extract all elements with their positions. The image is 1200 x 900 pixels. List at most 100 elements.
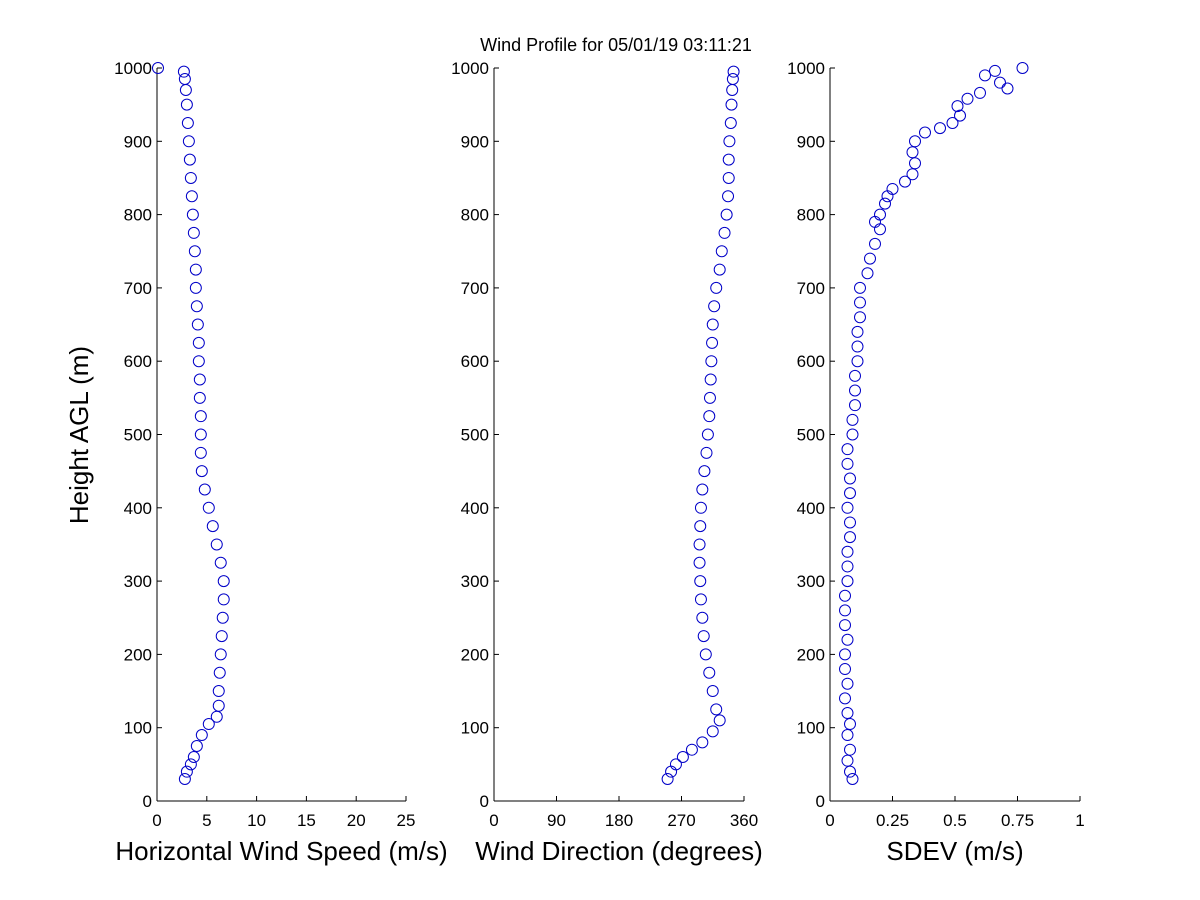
data-point xyxy=(676,751,689,764)
data-point xyxy=(696,736,709,749)
data-point xyxy=(954,109,966,122)
data-point xyxy=(213,666,226,679)
x-tick-label: 0.75 xyxy=(1001,811,1034,830)
y-tick-label: 700 xyxy=(797,279,825,298)
y-tick-label: 1000 xyxy=(787,59,825,78)
data-point xyxy=(713,714,726,727)
data-point xyxy=(177,65,190,78)
data-series xyxy=(661,65,740,786)
data-point xyxy=(190,300,203,313)
data-point xyxy=(185,190,198,203)
data-point xyxy=(192,336,205,349)
data-point xyxy=(844,531,856,544)
y-tick-label: 500 xyxy=(461,426,489,445)
data-point xyxy=(183,153,196,166)
data-point xyxy=(881,190,894,203)
data-point xyxy=(841,633,854,646)
y-tick-label: 800 xyxy=(124,206,152,225)
data-point xyxy=(195,729,208,742)
data-point xyxy=(841,545,854,558)
y-tick-label: 1000 xyxy=(451,59,489,78)
data-point xyxy=(701,428,714,441)
data-point xyxy=(198,483,211,496)
data-point xyxy=(187,751,200,764)
data-point xyxy=(974,86,986,99)
data-point xyxy=(844,743,856,756)
data-point xyxy=(194,410,207,423)
data-point xyxy=(851,340,864,353)
data-point xyxy=(206,520,219,533)
data-point xyxy=(919,126,931,139)
data-point xyxy=(886,182,899,195)
data-point xyxy=(718,226,731,239)
y-tick-label: 100 xyxy=(461,719,489,738)
data-point xyxy=(961,92,974,105)
data-point xyxy=(191,318,204,331)
data-series xyxy=(151,62,230,786)
data-series xyxy=(839,62,1029,786)
x-tick-label: 180 xyxy=(605,811,633,830)
data-point xyxy=(726,72,739,85)
data-point xyxy=(906,168,919,181)
data-point xyxy=(846,428,859,441)
data-point xyxy=(722,190,735,203)
data-point xyxy=(841,560,854,573)
x-tick-label: 15 xyxy=(297,811,316,830)
data-point xyxy=(854,311,866,324)
data-point xyxy=(1001,82,1014,95)
data-point xyxy=(841,707,854,720)
data-point xyxy=(699,648,712,661)
data-point xyxy=(193,373,206,386)
data-point xyxy=(215,630,228,643)
data-point xyxy=(839,619,851,632)
data-point xyxy=(869,237,881,250)
y-tick-label: 200 xyxy=(124,645,152,664)
data-point xyxy=(195,465,208,478)
y-tick-label: 200 xyxy=(461,645,489,664)
data-point xyxy=(214,556,227,569)
x-tick-label: 10 xyxy=(247,811,266,830)
x-tick-label: 25 xyxy=(397,811,416,830)
data-point xyxy=(696,611,709,624)
x-tick-label: 0 xyxy=(152,811,161,830)
data-point xyxy=(874,223,886,236)
data-point xyxy=(851,325,864,338)
data-point xyxy=(839,604,851,617)
data-point xyxy=(841,457,854,470)
y-tick-label: 800 xyxy=(797,206,825,225)
data-point xyxy=(210,538,223,551)
y-tick-label: 900 xyxy=(124,132,152,151)
panel-2: 0 100 200 300 400 500 600 700 800 900 1000 0 90 180 27… xyxy=(451,59,763,866)
data-point xyxy=(846,773,859,786)
data-point xyxy=(722,171,735,184)
data-point xyxy=(844,765,856,778)
data-point xyxy=(879,197,891,210)
data-point xyxy=(979,69,991,82)
data-point xyxy=(710,281,723,294)
data-point xyxy=(909,135,921,148)
y-tick-label: 900 xyxy=(461,132,489,151)
data-point xyxy=(727,65,740,78)
y-tick-label: 600 xyxy=(124,352,152,371)
data-point xyxy=(909,157,921,170)
chart-title: Wind Profile for 05/01/19 03:11:21 xyxy=(480,35,752,55)
data-point xyxy=(839,692,851,705)
data-point xyxy=(713,263,726,276)
data-point xyxy=(217,575,230,588)
data-point xyxy=(841,754,854,767)
data-point xyxy=(720,208,733,221)
data-point xyxy=(698,465,711,478)
y-tick-label: 300 xyxy=(797,572,825,591)
y-tick-label: 400 xyxy=(461,499,489,518)
y-tick-label: 800 xyxy=(461,206,489,225)
data-point xyxy=(706,725,719,738)
data-point xyxy=(193,391,206,404)
x-tick-label: 270 xyxy=(667,811,695,830)
y-tick-label: 700 xyxy=(461,279,489,298)
x-tick-label: 90 xyxy=(547,811,566,830)
data-point xyxy=(706,318,719,331)
data-point xyxy=(844,516,856,529)
data-point xyxy=(210,710,223,723)
